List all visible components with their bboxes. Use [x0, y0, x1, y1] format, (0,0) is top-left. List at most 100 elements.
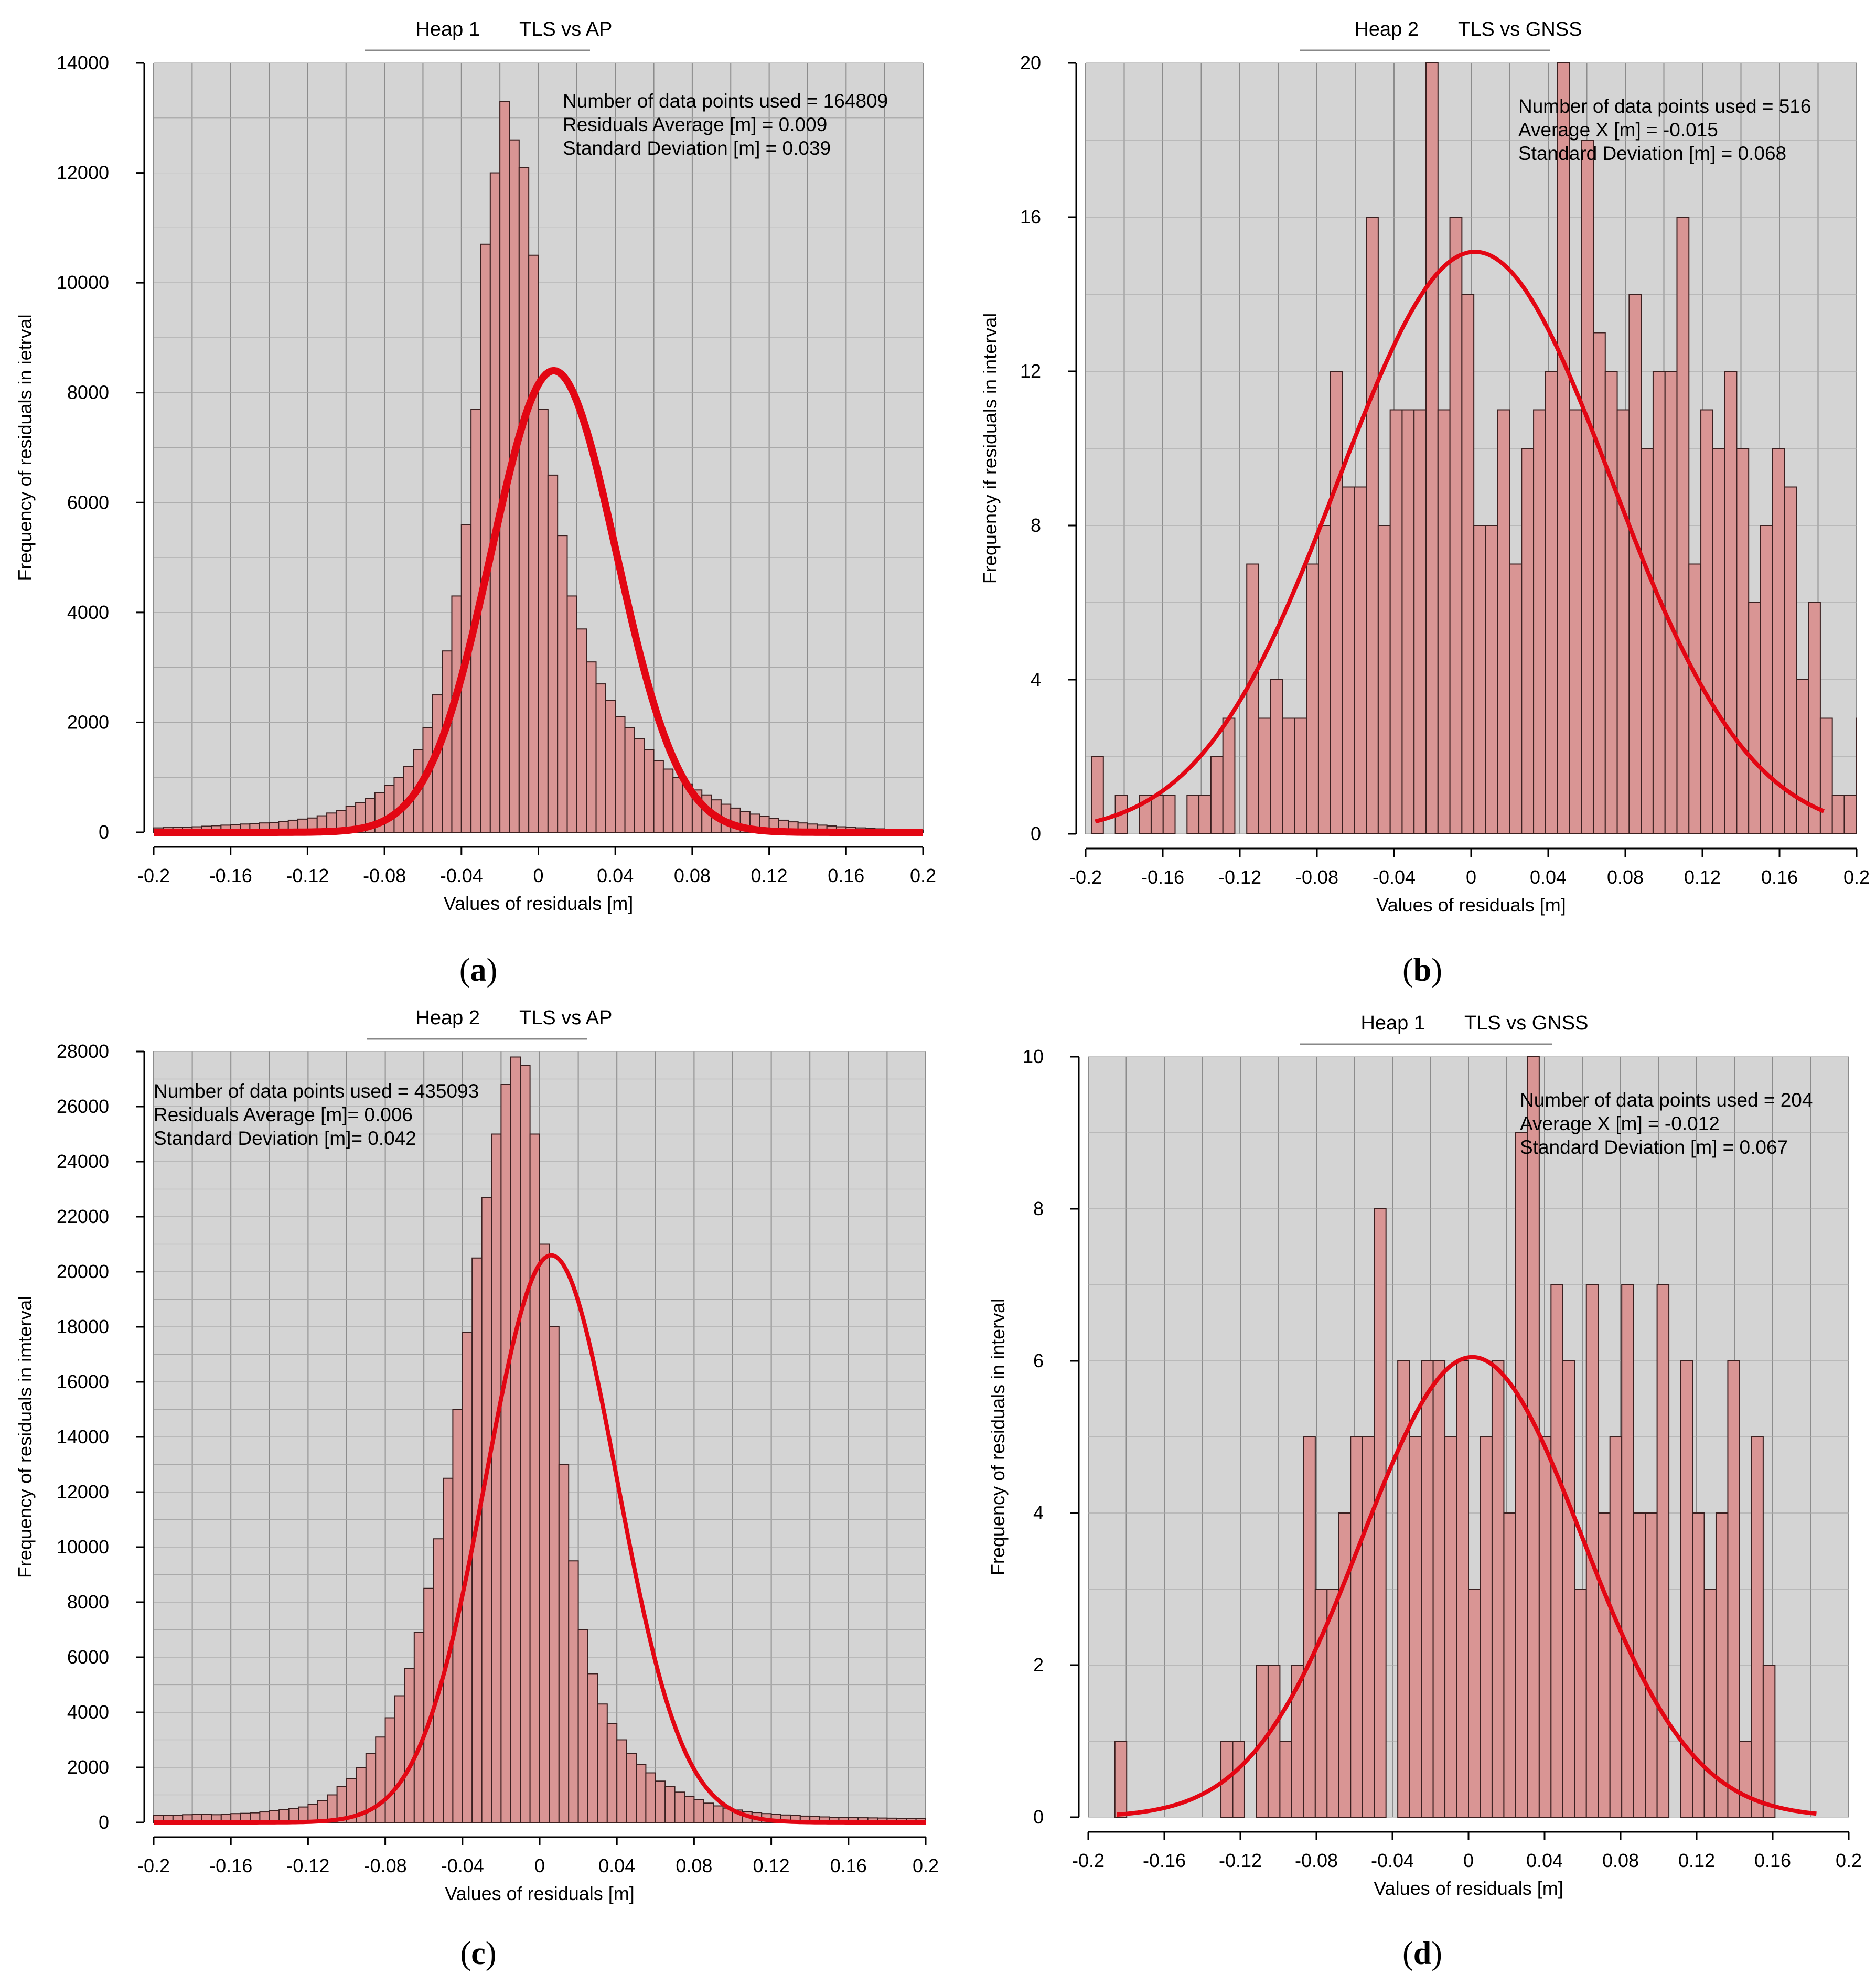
- y-tick-label: 0: [1031, 823, 1041, 844]
- histogram-bar: [384, 1717, 395, 1823]
- histogram-bar: [1621, 1284, 1634, 1818]
- stats-annotation: Number of data points used = 516Average …: [1518, 95, 1811, 164]
- histogram-bar: [491, 1133, 502, 1823]
- histogram-bar: [1796, 679, 1809, 834]
- y-tick-label: 8000: [67, 382, 109, 403]
- histogram-bar: [394, 1695, 405, 1823]
- x-tick-label: -0.2: [137, 865, 170, 886]
- caption-close: ): [486, 1936, 497, 1971]
- y-tick-label: 8000: [67, 1591, 109, 1613]
- histogram-bar: [375, 1736, 386, 1823]
- y-tick-labels: 0 4 8 12 16 20: [1020, 52, 1076, 844]
- caption-close: ): [1431, 1936, 1442, 1971]
- histogram-bar: [586, 661, 597, 833]
- stats-line: Standard Deviation [m] = 0.039: [563, 137, 831, 159]
- histogram-bars: [153, 1056, 926, 1823]
- histogram-bar: [606, 1723, 618, 1823]
- caption-letter: c: [471, 1936, 486, 1971]
- histogram-bar: [1843, 795, 1857, 834]
- x-tick-label: 0: [533, 865, 543, 886]
- y-tick-label: 0: [1033, 1806, 1044, 1828]
- stats-annotation: Number of data points used = 435093Resid…: [154, 1080, 479, 1149]
- x-tick-labels: -0.2 -0.16 -0.12 -0.08 -0.04 0 0.04 0.08 0.12 0.1…: [1072, 1832, 1862, 1871]
- y-tick-label: 20000: [57, 1261, 109, 1282]
- y-tick-label: 26000: [57, 1096, 109, 1117]
- chart-title: Heap 1 TLS vs AP: [365, 18, 612, 51]
- histogram-bar: [557, 535, 568, 833]
- y-axis-label: Frequency of residuals in imterval: [14, 1296, 36, 1578]
- histogram-bar: [1692, 1512, 1705, 1818]
- y-tick-label: 4000: [67, 1701, 109, 1723]
- histogram-bar: [684, 1796, 695, 1823]
- histogram-bar: [1569, 409, 1582, 834]
- histogram-bar: [1751, 1436, 1764, 1818]
- caption-letter: b: [1413, 952, 1431, 988]
- histogram-bar: [1150, 795, 1164, 834]
- histogram-bar: [655, 1780, 666, 1823]
- histogram-bar: [1401, 409, 1415, 834]
- histogram-bar: [1628, 294, 1642, 834]
- caption-text: (b): [1402, 952, 1442, 988]
- x-tick-label: -0.16: [209, 865, 252, 886]
- x-tick-label: -0.04: [440, 865, 483, 886]
- y-tick-label: 16: [1020, 206, 1041, 228]
- y-tick-label: 12000: [57, 162, 109, 184]
- stats-line: Number of data points used = 204: [1520, 1089, 1813, 1111]
- histogram-bar: [1330, 371, 1343, 834]
- x-tick-label: 0.04: [1526, 1850, 1563, 1871]
- histogram-bar: [713, 1805, 724, 1823]
- title-comparison: TLS vs GNSS: [1464, 1012, 1589, 1034]
- histogram-bar: [1210, 756, 1224, 834]
- histogram-bar: [509, 139, 520, 833]
- x-tick-label: -0.12: [1219, 1850, 1262, 1871]
- histogram-bar: [1374, 1208, 1387, 1818]
- caption-text: (d): [1402, 1936, 1442, 1971]
- histogram-bar: [423, 1587, 434, 1823]
- histogram-bar: [1772, 448, 1785, 834]
- histogram-bar: [1509, 563, 1523, 834]
- normal-fit-curve: [1117, 1355, 1817, 1817]
- y-tick-label: 4000: [67, 602, 109, 623]
- caption-text: (c): [460, 1936, 497, 1971]
- histogram-bar: [1232, 1741, 1245, 1818]
- x-tick-label: -0.12: [286, 865, 329, 886]
- histogram-bar: [1366, 217, 1379, 834]
- histogram-bar: [624, 727, 635, 833]
- histogram-bar: [480, 243, 491, 833]
- histogram-bar: [1550, 1284, 1563, 1818]
- x-tick-label: 0.04: [1530, 866, 1567, 888]
- caption-text: (a): [459, 952, 497, 988]
- x-axis-label: Values of residuals [m]: [1376, 894, 1566, 916]
- histogram-bar: [1091, 756, 1104, 834]
- x-tick-label: 0.2: [910, 865, 936, 886]
- histogram-bar: [693, 1799, 704, 1823]
- x-axis-label: Values of residuals [m]: [1374, 1877, 1563, 1899]
- histogram-bar: [1712, 448, 1725, 834]
- histogram-bar: [634, 738, 645, 833]
- title-heap: Heap 1: [415, 18, 480, 40]
- x-tick-label: -0.16: [1141, 866, 1184, 888]
- y-tick-label: 8: [1031, 514, 1041, 536]
- caption-close: ): [487, 952, 498, 988]
- x-tick-label: -0.04: [1371, 1850, 1414, 1871]
- histogram-bar: [1856, 717, 1857, 834]
- x-tick-labels: -0.2 -0.16 -0.12 -0.08 -0.04 0 0.04 0.08 0.12 0.1…: [137, 847, 936, 886]
- x-tick-label: 0.16: [830, 1855, 867, 1876]
- x-tick-label: 0.12: [753, 1855, 790, 1876]
- histogram-bar: [1354, 486, 1367, 834]
- histogram-bar: [1533, 409, 1546, 834]
- histogram-bar: [1421, 1360, 1434, 1818]
- y-tick-label: 18000: [57, 1316, 109, 1337]
- histogram-bar: [1538, 1436, 1552, 1818]
- y-tick-label: 14000: [57, 52, 109, 73]
- histogram-bar: [538, 409, 549, 833]
- panel-caption: (d): [1402, 1936, 1442, 1971]
- normal-fit-curve: [1095, 250, 1825, 824]
- histogram-bar: [549, 1326, 560, 1823]
- y-tick-label: 12000: [57, 1481, 109, 1503]
- histogram-bar: [1449, 217, 1463, 834]
- histogram-bar: [653, 760, 664, 833]
- histogram-bar: [1831, 795, 1845, 834]
- stats-line: Number of data points used = 164809: [563, 90, 888, 112]
- panel-caption: (a): [459, 952, 497, 988]
